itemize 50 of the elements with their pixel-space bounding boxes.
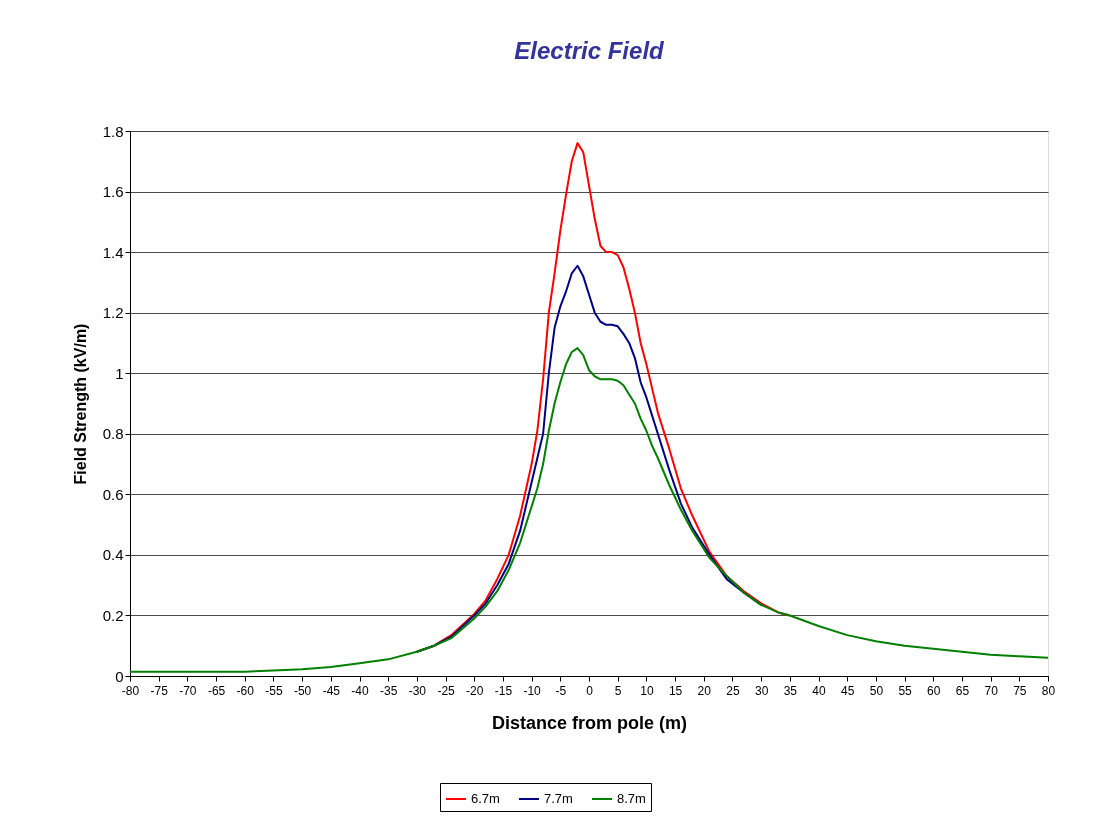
x-tick-label: 5 xyxy=(614,683,622,698)
x-tick-label: -15 xyxy=(494,683,513,698)
x-tick-label: 35 xyxy=(783,683,798,698)
y-tick-label: 1.2 xyxy=(102,304,124,322)
y-tick-label: 1.6 xyxy=(102,183,124,201)
y-tick-label: 0.8 xyxy=(102,425,124,443)
x-tick-label: 75 xyxy=(1013,683,1027,698)
legend-label: 6.7m xyxy=(471,791,500,806)
x-tick-label: -25 xyxy=(437,683,456,698)
x-tick-label: 55 xyxy=(898,683,913,698)
x-tick-label: 30 xyxy=(754,683,769,698)
x-tick-label: 50 xyxy=(869,683,884,698)
x-tick-label: -20 xyxy=(466,683,484,698)
y-tick-label: 1.8 xyxy=(102,122,124,140)
y-tick-label: 0.4 xyxy=(102,546,124,564)
x-tick-label: -10 xyxy=(523,683,542,698)
x-tick-label: 80 xyxy=(1041,683,1056,698)
x-tick-label: -65 xyxy=(207,683,226,698)
x-tick-label: -45 xyxy=(322,683,341,698)
x-tick-label: 10 xyxy=(640,683,654,698)
legend-label: 7.7m xyxy=(544,791,573,806)
y-tick-label: 1.4 xyxy=(102,243,124,261)
x-tick-label: -60 xyxy=(236,683,255,698)
legend-label: 8.7m xyxy=(617,791,646,806)
x-tick-label: 70 xyxy=(984,683,999,698)
x-tick-label: -55 xyxy=(265,683,283,698)
x-tick-label: -50 xyxy=(293,683,312,698)
y-tick-label: 0 xyxy=(115,667,124,685)
x-axis-title: Distance from pole (m) xyxy=(491,712,688,733)
x-tick-label: 15 xyxy=(668,683,683,698)
x-tick-label: 65 xyxy=(955,683,970,698)
y-tick-label: 0.2 xyxy=(102,606,124,624)
x-tick-label: -30 xyxy=(408,683,427,698)
x-tick-label: -5 xyxy=(555,683,567,698)
x-tick-label: -70 xyxy=(179,683,197,698)
x-tick-label: 20 xyxy=(697,683,712,698)
y-axis-title: Field Strength (kV/m) xyxy=(71,323,89,485)
x-tick-label: -40 xyxy=(351,683,369,698)
x-tick-label: 25 xyxy=(726,683,740,698)
x-tick-label: 0 xyxy=(586,683,594,698)
x-tick-label: 60 xyxy=(927,683,941,698)
x-tick-label: -35 xyxy=(380,683,398,698)
x-tick-label: -80 xyxy=(121,683,140,698)
x-tick-label: -75 xyxy=(150,683,169,698)
x-tick-label: 40 xyxy=(812,683,826,698)
y-tick-label: 1 xyxy=(115,364,124,382)
line-series xyxy=(129,347,1049,673)
x-tick-label: 45 xyxy=(841,683,855,698)
chart-title: Electric Field xyxy=(514,37,666,64)
y-tick-label: 0.6 xyxy=(102,485,124,503)
